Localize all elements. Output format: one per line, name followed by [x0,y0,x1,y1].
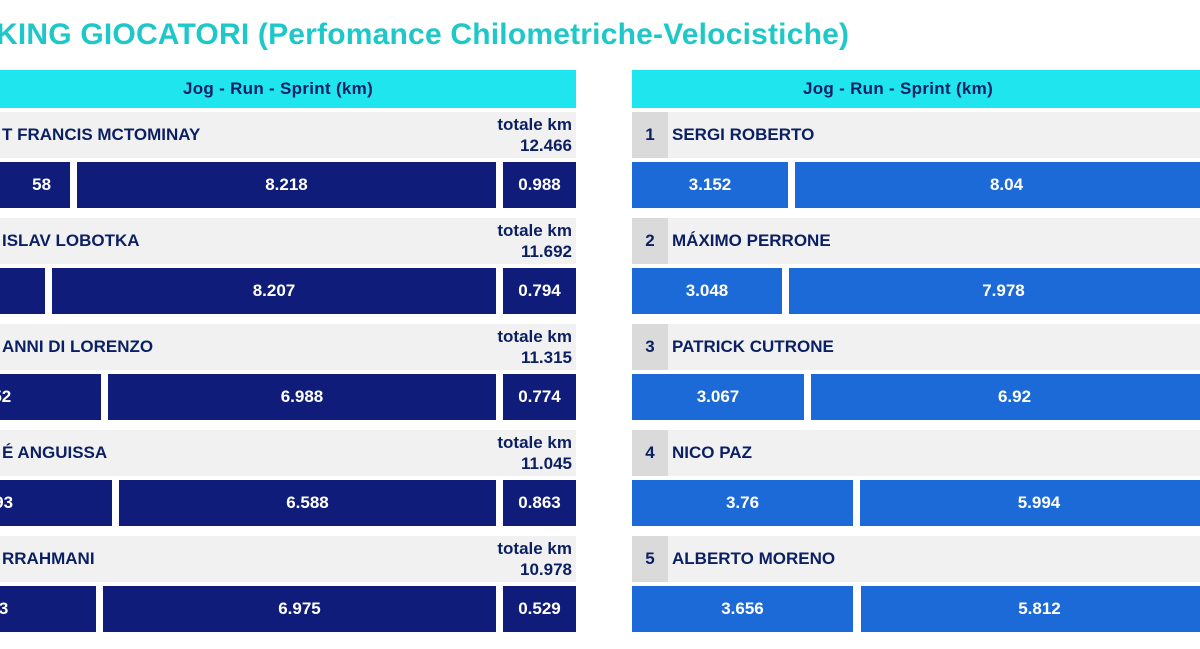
run-segment: 6.92 [811,374,1200,420]
player-row: T FRANCIS MCTOMINAY totale km 12.466 58 … [0,112,576,212]
total-km-value: 10.978 [520,560,572,579]
jog-segment: 3.152 [632,162,788,208]
player-name: ISLAV LOBOTKA [2,231,140,250]
run-segment: 5.994 [860,480,1200,526]
total-km-value: 12.466 [520,136,572,155]
run-segment: 7.978 [789,268,1200,314]
total-km-value: 11.045 [520,454,572,473]
jog-segment: 3.76 [632,480,853,526]
player-row: RRAHMANI totale km 10.978 473 6.975 0.52… [0,536,576,636]
player-name: SERGI ROBERTO [672,125,815,144]
page-title: KING GIOCATORI (Perfomance Chilometriche… [0,18,850,51]
run-segment: 5.812 [861,586,1200,632]
player-name: T FRANCIS MCTOMINAY [2,125,201,144]
panel-header-left: Jog - Run - Sprint (km) [0,70,576,108]
total-km-label: totale km [497,327,572,346]
jog-segment: .593 [0,480,112,526]
jog-segment: 58 [0,162,70,208]
ranking-panel-left: Jog - Run - Sprint (km) T FRANCIS MCTOMI… [0,70,576,640]
rank-badge: 3 [632,324,668,370]
player-name-bar [0,324,576,370]
player-row: 4 NICO PAZ 3.76 5.994 [632,430,1200,530]
player-name-bar [632,430,1200,476]
player-name: MÁXIMO PERRONE [672,231,831,250]
run-segment: 8.218 [77,162,496,208]
player-name-bar [632,112,1200,158]
total-km-label: totale km [497,539,572,558]
player-name: NICO PAZ [672,443,752,462]
player-row: 3 PATRICK CUTRONE 3.067 6.92 [632,324,1200,424]
jog-value: 552 [0,387,12,406]
sprint-segment: 0.863 [503,480,576,526]
player-name: PATRICK CUTRONE [672,337,834,356]
jog-segment: 473 [0,586,96,632]
player-row: 5 ALBERTO MORENO 3.656 5.812 [632,536,1200,636]
total-km-label: totale km [497,433,572,452]
player-name: É ANGUISSA [2,443,108,462]
player-name: ALBERTO MORENO [672,549,836,568]
sprint-segment: 0.529 [503,586,576,632]
run-segment: 6.988 [108,374,496,420]
rank-badge: 5 [632,536,668,582]
player-row: É ANGUISSA totale km 11.045 .593 6.588 0… [0,430,576,530]
sprint-segment: 0.988 [503,162,576,208]
panel-header-right: Jog - Run - Sprint (km) [632,70,1200,108]
jog-value: 58 [32,175,52,194]
ranking-panel-right: Jog - Run - Sprint (km) 1 SERGI ROBERTO … [632,70,1200,640]
run-segment: 8.207 [52,268,496,314]
total-km-value: 11.692 [520,242,572,261]
jog-segment: 3.048 [632,268,782,314]
total-km-label: totale km [497,221,572,240]
sprint-segment: 0.794 [503,268,576,314]
total-km: totale km 10.978 [497,538,572,580]
jog-segment [0,268,45,314]
jog-segment: 3.656 [632,586,853,632]
player-name: ANNI DI LORENZO [2,337,154,356]
total-km: totale km 11.315 [497,326,572,368]
run-segment: 6.975 [103,586,496,632]
rank-badge: 2 [632,218,668,264]
jog-segment: 3.067 [632,374,804,420]
player-row: ISLAV LOBOTKA totale km 11.692 8.207 0.7… [0,218,576,318]
rank-badge: 4 [632,430,668,476]
player-name: RRAHMANI [2,549,95,568]
run-segment: 8.04 [795,162,1200,208]
player-name-bar [0,430,576,476]
total-km: totale km 11.692 [497,220,572,262]
total-km-value: 11.315 [520,348,572,367]
jog-value: .593 [0,493,14,512]
player-name-bar [632,536,1200,582]
jog-segment: 552 [0,374,101,420]
player-name-bar [632,218,1200,264]
player-name-bar [0,112,576,158]
player-name-bar [632,324,1200,370]
player-name-bar [0,218,576,264]
player-row: ANNI DI LORENZO totale km 11.315 552 6.9… [0,324,576,424]
player-row: 2 MÁXIMO PERRONE 3.048 7.978 [632,218,1200,318]
rank-badge: 1 [632,112,668,158]
total-km-label: totale km [497,115,572,134]
sprint-segment: 0.774 [503,374,576,420]
run-segment: 6.588 [119,480,496,526]
player-row: 1 SERGI ROBERTO 3.152 8.04 [632,112,1200,212]
jog-value: 473 [0,599,9,618]
total-km: totale km 11.045 [497,432,572,474]
total-km: totale km 12.466 [497,114,572,156]
player-name-bar [0,536,576,582]
